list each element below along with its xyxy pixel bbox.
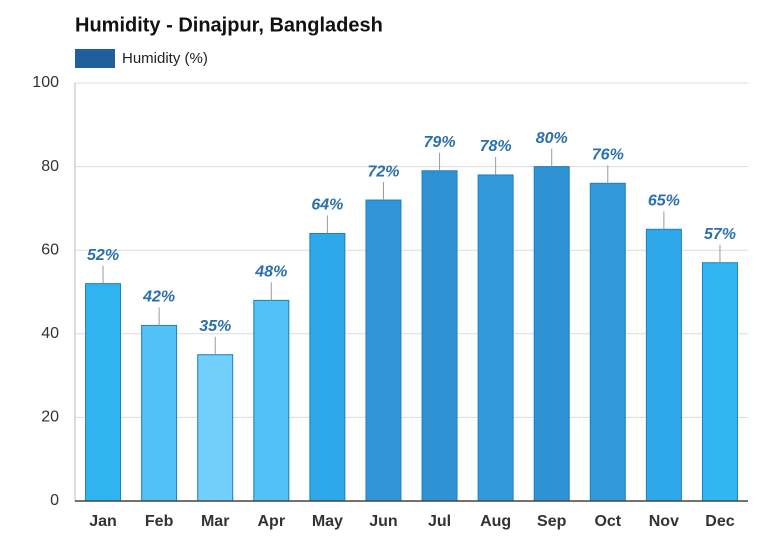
bar <box>197 354 234 502</box>
bar <box>421 170 458 502</box>
value-label: 79% <box>424 134 456 151</box>
y-tick-label: 80 <box>41 158 59 175</box>
y-tick-label: 60 <box>41 241 59 258</box>
bar <box>477 174 514 502</box>
chart-title: Humidity - Dinajpur, Bangladesh <box>75 14 383 36</box>
x-tick-label: Jan <box>89 513 117 530</box>
legend-label: Humidity (%) <box>122 50 208 67</box>
value-label: 52% <box>87 247 119 264</box>
legend-swatch <box>75 49 115 68</box>
value-label: 78% <box>480 138 512 155</box>
y-tick-label: 0 <box>50 492 59 509</box>
x-tick-label: Mar <box>201 513 229 530</box>
value-label: 48% <box>254 264 287 281</box>
x-tick-label: Dec <box>705 513 734 530</box>
value-label: 72% <box>367 163 399 180</box>
value-label: 65% <box>648 193 680 210</box>
bar <box>85 283 122 502</box>
x-tick-label: Jun <box>369 513 397 530</box>
y-tick-label: 100 <box>32 74 59 91</box>
x-tick-label: Apr <box>258 513 286 530</box>
bar <box>701 262 738 502</box>
x-tick-label: Feb <box>145 513 174 530</box>
value-label: 76% <box>592 147 624 164</box>
x-tick-label: May <box>312 513 343 530</box>
value-label: 35% <box>199 318 231 335</box>
bar <box>533 166 570 502</box>
x-tick-label: Aug <box>480 513 511 530</box>
bar <box>309 232 346 502</box>
value-label: 42% <box>142 289 175 306</box>
y-tick-label: 20 <box>41 409 59 426</box>
bar <box>253 299 290 502</box>
bar <box>645 228 682 502</box>
bar <box>589 182 626 502</box>
y-tick-label: 40 <box>41 325 59 342</box>
x-tick-label: Jul <box>428 513 451 530</box>
x-tick-label: Nov <box>649 513 679 530</box>
bar <box>141 324 178 502</box>
x-tick-label: Oct <box>594 513 621 530</box>
bar <box>365 199 402 502</box>
value-label: 64% <box>311 197 343 214</box>
x-tick-label: Sep <box>537 513 567 530</box>
value-label: 80% <box>536 130 568 147</box>
value-label: 57% <box>704 226 736 243</box>
